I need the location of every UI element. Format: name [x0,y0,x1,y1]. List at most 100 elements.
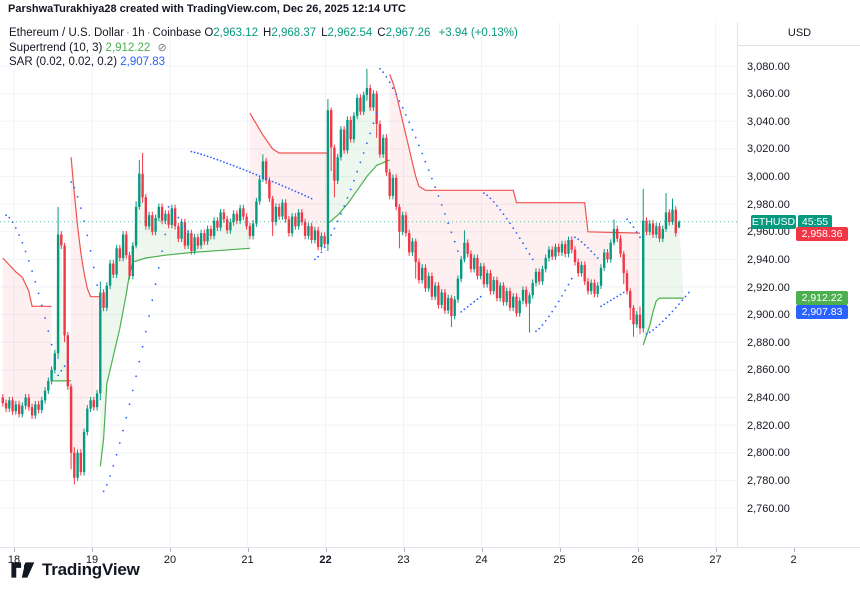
sar-dot [535,330,537,333]
sar-dot [613,297,615,300]
sar-dot [288,187,290,190]
sar-dot [180,221,183,224]
time-tick-label: 22 [319,554,332,566]
candle-body [60,234,63,246]
sar-dot [379,67,381,70]
sar-dot [141,345,144,348]
sar-dot [466,305,469,308]
candle-body [567,240,570,254]
candle-body [343,129,346,151]
visibility-toggle-icon[interactable]: ⊘ [157,41,167,54]
candle-body [303,222,307,236]
candle-body [255,201,258,224]
sar-dot [606,301,609,304]
price-axis[interactable]: USD 2,760.00 2,780.00 2,800.00 2,820.00 2,84… [737,22,860,547]
candle-body [430,276,434,297]
price-chart-pane[interactable] [0,22,737,547]
sar-dot [144,330,147,333]
sar-dot [564,289,567,292]
candle-body [619,238,622,254]
candle-body [248,226,252,236]
sar-dot [687,291,690,294]
time-axis[interactable]: 18 19 20 21 22 23 24 25 26 27 2 [0,547,860,574]
sar-dot [70,181,72,183]
sar-dot [330,234,333,237]
candle-body [128,255,131,276]
sar-dot [544,320,547,322]
candle-body [443,292,447,311]
sar-dot [44,317,46,319]
candle-body [222,212,226,220]
candle-body [300,212,304,223]
sar-dot [509,222,511,225]
candle-body [359,97,362,112]
price-tick-label: 2,920.00 [747,281,790,294]
supertrend-down-fill [2,258,52,416]
time-tick-mark [325,548,327,552]
sar-dot [226,162,229,165]
candle-body [583,264,586,282]
sar-dot [583,243,586,246]
symbol-legend-row[interactable]: Ethereum / U.S. Dollar · 1h · Coinbase O2,96… [9,26,518,41]
sar-dot [320,251,323,254]
candle-body [375,93,378,124]
candle-body [170,208,174,225]
price-tick-label: 2,820.00 [747,419,790,432]
ohlc-pair: H2,968.37 [263,27,316,39]
candle-body [63,245,66,336]
sar-dot [587,247,589,249]
price-tick-label: 2,940.00 [747,253,790,266]
candle-body [160,206,164,221]
candle-body [24,397,27,406]
sar-dot [327,240,329,243]
sar-legend-row[interactable]: SAR (0.02, 0.02, 0.2) 2,907.83 [9,55,518,70]
tradingview-branding[interactable]: TradingView [10,559,140,581]
candle-body [521,289,525,301]
candle-body [339,129,343,158]
time-tick-mark [14,548,15,552]
sar-dot [492,201,495,203]
supertrend-down-line [389,74,641,234]
candle-body [186,233,190,246]
sar-dot [92,266,95,269]
sar-dot [200,153,203,156]
candle-body [505,291,508,303]
time-tick-label: 25 [553,554,566,566]
supertrend-up-line [327,159,390,224]
sar-dot [570,277,573,280]
legend-separator: · [146,27,151,39]
ohlc-value: 2,963.12 [213,27,259,39]
candle-body [199,233,203,246]
ohlc-pair: C2,967.26 [377,27,430,39]
sar-dot [580,241,583,243]
sar-dot [658,323,661,326]
candle-body [8,400,11,409]
candle-body [138,173,141,207]
candle-body [251,223,255,236]
candle-body [79,452,82,473]
sar-dot [678,303,680,305]
candle-body [287,219,291,234]
candle-body [674,209,677,234]
currency-label: USD [738,22,860,46]
candle-body [528,295,531,304]
sar-dot [528,253,531,255]
sar-dot [632,226,635,229]
candle-body [518,300,521,314]
ohlc-value: 2,968.37 [271,27,317,39]
candle-body [677,221,681,228]
candle-body [453,299,456,316]
change-value: +3.94 (+0.13%) [438,27,518,39]
candle-body [294,216,297,227]
sar-dot [57,374,59,377]
candle-body [37,404,40,410]
candle-body [151,215,154,232]
candle-body [356,97,359,116]
sar-dot [148,315,151,317]
candle-body [141,173,144,198]
sar-dot [463,308,466,311]
sar-dot [229,163,232,166]
sar-dot [505,217,508,220]
candle-body [450,298,453,317]
supertrend-legend-row[interactable]: Supertrend (10, 3) 2,912.22 ⊘ [9,41,518,56]
